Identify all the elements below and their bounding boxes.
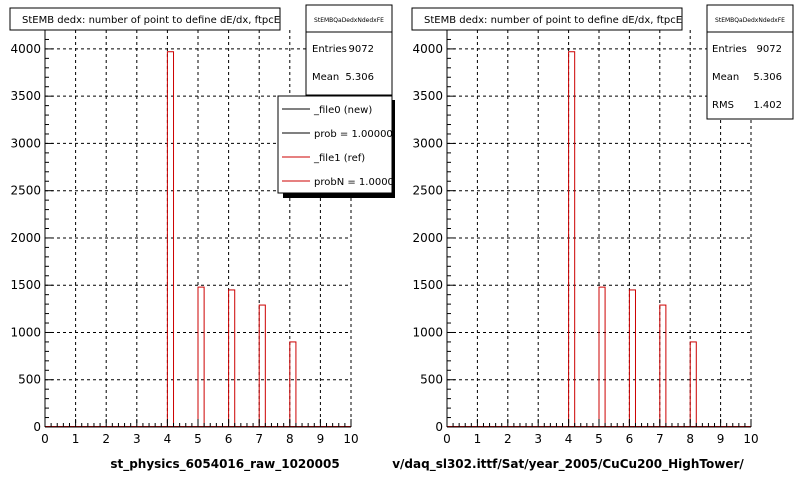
right-x-axis-title: v/daq_sl302.ittf/Sat/year_2005/CuCu200_H…	[392, 457, 744, 472]
right-y-tick-label: 2500	[412, 184, 443, 198]
left-ticks	[44, 29, 352, 428]
left-histogram: StEMB dedx: number of point to define dE…	[9, 4, 407, 472]
right-stats-rms-label: RMS	[712, 100, 734, 111]
left-y-tick-label: 0	[33, 420, 41, 434]
right-stats-mean-label: Mean	[712, 72, 739, 83]
left-x-tick-label: 5	[194, 432, 202, 446]
left-stats-mean-label: Mean	[312, 72, 339, 83]
left-x-tick-label: 9	[317, 432, 325, 446]
left-y-tick-label: 1500	[10, 278, 41, 292]
right-y-tick-label: 1000	[412, 325, 443, 339]
right-bar-7	[659, 304, 667, 428]
right-stats-box: StEMBQaDedxNdedxFE Entries 9072 Mean 5.3…	[706, 4, 794, 120]
left-bar-6	[228, 289, 236, 428]
right-y-tick-label: 0	[435, 420, 443, 434]
left-y-tick-labels: 0 500 1000 1500 2000 2500 3000 3500 4000	[10, 42, 41, 434]
right-x-tick-label: 6	[626, 432, 634, 446]
left-title-box	[9, 7, 281, 31]
right-y-tick-label: 500	[420, 373, 443, 387]
left-x-tick-label: 2	[102, 432, 110, 446]
right-x-tick-label: 7	[656, 432, 664, 446]
right-y-tick-labels: 0 500 1000 1500 2000 2500 3000 3500 4000	[412, 42, 443, 434]
right-x-tick-label: 9	[717, 432, 725, 446]
right-x-tick-labels: 0 1 2 3 4 5 6 7 8 9 10	[443, 432, 758, 446]
left-legend: _file0 (new) prob = 1.000000 _file1 (ref…	[277, 95, 407, 198]
right-bar-8	[689, 341, 697, 428]
legend-label-prob: prob = 1.000000	[314, 129, 399, 140]
right-x-tick-label: 0	[443, 432, 451, 446]
left-x-tick-label: 10	[343, 432, 358, 446]
legend-label-probN: probN = 1.000000	[314, 177, 407, 188]
left-bar-8	[289, 341, 297, 428]
left-x-tick-label: 4	[164, 432, 172, 446]
right-stats-entries: 9072	[757, 44, 782, 55]
right-x-tick-label: 10	[743, 432, 758, 446]
legend-label-file1: _file1 (ref)	[313, 153, 365, 164]
left-stats-entries-label: Entries	[312, 44, 347, 55]
right-y-tick-label: 4000	[412, 42, 443, 56]
right-title-box	[411, 7, 683, 31]
left-x-tick-label: 1	[72, 432, 80, 446]
right-x-tick-label: 4	[565, 432, 573, 446]
left-stats-name: StEMBQaDedxNdedxFE	[314, 17, 384, 24]
right-x-tick-label: 1	[474, 432, 482, 446]
right-ticks	[446, 29, 752, 428]
right-histogram: StEMB dedx: number of point to define dE…	[392, 4, 794, 472]
left-x-tick-label: 3	[133, 432, 141, 446]
right-y-tick-label: 1500	[412, 278, 443, 292]
right-x-tick-label: 5	[595, 432, 603, 446]
right-stats-mean: 5.306	[753, 72, 782, 83]
left-stats-box: StEMBQaDedxNdedxFE Entries 9072 Mean 5.3…	[305, 4, 393, 96]
right-y-tick-label: 2000	[412, 231, 443, 245]
right-title: StEMB dedx: number of point to define dE…	[424, 15, 682, 26]
right-stats-name: StEMBQaDedxNdedxFE	[715, 17, 785, 24]
left-y-tick-label: 500	[18, 373, 41, 387]
left-y-tick-label: 2000	[10, 231, 41, 245]
left-y-tick-label: 2500	[10, 184, 41, 198]
left-x-tick-label: 0	[41, 432, 49, 446]
left-x-tick-labels: 0 1 2 3 4 5 6 7 8 9 10	[41, 432, 358, 446]
left-stats-entries: 9072	[349, 44, 374, 55]
left-y-tick-label: 1000	[10, 325, 41, 339]
left-x-tick-label: 7	[255, 432, 263, 446]
right-bar-5	[598, 286, 606, 428]
left-x-tick-label: 8	[286, 432, 294, 446]
left-y-tick-label: 4000	[10, 42, 41, 56]
right-y-tick-label: 3000	[412, 136, 443, 150]
left-title: StEMB dedx: number of point to define dE…	[22, 15, 280, 26]
right-stats-rms: 1.402	[753, 100, 782, 111]
left-x-tick-label: 6	[225, 432, 233, 446]
left-stats-mean: 5.306	[345, 72, 374, 83]
right-y-tick-label: 3500	[412, 89, 443, 103]
legend-label-file0: _file0 (new)	[313, 105, 372, 116]
right-bar-4	[568, 51, 576, 428]
right-x-tick-label: 2	[504, 432, 512, 446]
right-bar-6	[628, 289, 636, 428]
left-bar-5	[197, 286, 205, 428]
left-bar-7	[258, 304, 266, 428]
right-x-tick-label: 3	[534, 432, 542, 446]
left-y-tick-label: 3500	[10, 89, 41, 103]
right-stats-entries-label: Entries	[712, 44, 747, 55]
left-y-tick-label: 3000	[10, 136, 41, 150]
right-x-tick-label: 8	[686, 432, 694, 446]
left-x-axis-title: st_physics_6054016_raw_1020005	[110, 457, 339, 472]
left-bar-4	[166, 51, 175, 428]
